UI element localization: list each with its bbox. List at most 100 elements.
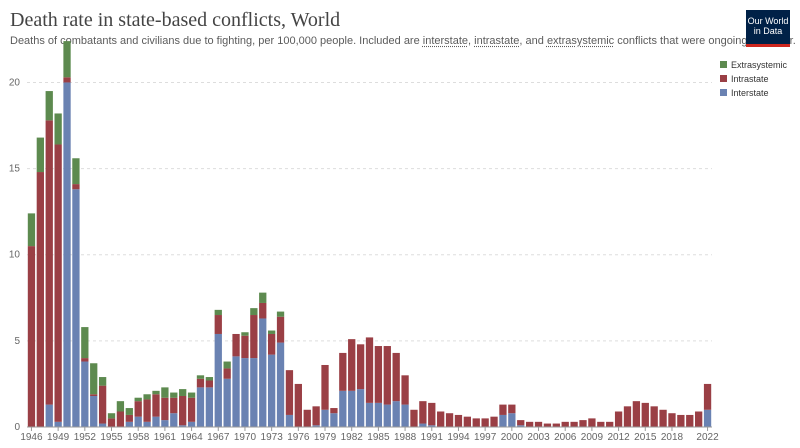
bar-segment-intrastate bbox=[187, 397, 196, 422]
bar-segment-intrastate bbox=[490, 416, 498, 427]
bar-segment-interstate bbox=[81, 361, 89, 427]
owid-logo[interactable]: Our World in Data bbox=[746, 10, 790, 47]
bar-segment-intrastate bbox=[703, 383, 712, 410]
legend-item-interstate[interactable]: Interstate bbox=[720, 86, 787, 99]
bar-segment-intrastate bbox=[54, 144, 62, 422]
chart-legend: Extrasystemic Intrastate Interstate bbox=[720, 58, 787, 100]
bar-segment-interstate bbox=[401, 404, 409, 427]
bar-segment-intrastate bbox=[445, 413, 454, 427]
bar-segment-intrastate bbox=[597, 421, 605, 427]
bar-segment-intrastate bbox=[419, 401, 427, 424]
x-tick-label: 1976 bbox=[287, 432, 310, 443]
bar-segment-extrasystemic bbox=[205, 377, 214, 381]
bar-segment-intrastate bbox=[525, 421, 534, 427]
x-tick-label: 2018 bbox=[661, 432, 684, 443]
bar-segment-interstate bbox=[356, 389, 365, 427]
bar-segment-interstate bbox=[161, 420, 169, 427]
bar-segment-intrastate bbox=[267, 333, 276, 355]
bar-segment-intrastate bbox=[63, 77, 71, 83]
bar-segment-intrastate bbox=[276, 316, 285, 343]
bar-segment-extrasystemic bbox=[54, 113, 62, 145]
bar-segment-intrastate bbox=[623, 406, 632, 427]
bar-segment-intrastate bbox=[410, 409, 418, 427]
bar-segment-extrasystemic bbox=[267, 330, 276, 334]
bar-segment-intrastate bbox=[428, 402, 436, 426]
y-tick-label: 20 bbox=[9, 77, 21, 88]
bar-segment-interstate bbox=[374, 402, 383, 427]
bar-segment-interstate bbox=[250, 358, 258, 427]
bar-segment-interstate bbox=[383, 404, 391, 427]
bar-segment-extrasystemic bbox=[223, 361, 231, 369]
bar-segment-interstate bbox=[241, 358, 249, 427]
bar-segment-intrastate bbox=[650, 406, 658, 427]
x-tick-label: 1955 bbox=[100, 432, 123, 443]
bar-segment-intrastate bbox=[392, 352, 400, 402]
bar-segment-intrastate bbox=[463, 416, 472, 427]
bar-segment-intrastate bbox=[606, 421, 614, 427]
bar-segment-intrastate bbox=[659, 409, 667, 427]
bar-segment-intrastate bbox=[125, 414, 133, 422]
bar-segment-interstate bbox=[259, 318, 267, 427]
bar-segment-interstate bbox=[285, 414, 294, 427]
legend-item-extrasystemic[interactable]: Extrasystemic bbox=[720, 58, 787, 71]
bar-segment-intrastate bbox=[134, 401, 142, 417]
bar-segment-intrastate bbox=[72, 184, 80, 190]
bar-segment-extrasystemic bbox=[90, 363, 98, 395]
x-tick-label: 1958 bbox=[127, 432, 150, 443]
bar-segment-intrastate bbox=[641, 402, 649, 427]
bar-segment-interstate bbox=[152, 416, 160, 427]
bar-segment-extrasystemic bbox=[187, 392, 196, 398]
bar-segment-intrastate bbox=[27, 246, 36, 427]
bar-segment-intrastate bbox=[241, 335, 249, 359]
bar-segment-interstate bbox=[205, 387, 214, 427]
bar-segment-intrastate bbox=[81, 358, 89, 362]
bar-segment-intrastate bbox=[143, 399, 151, 422]
bar-segment-interstate bbox=[703, 409, 712, 427]
bar-segment-intrastate bbox=[205, 380, 214, 388]
x-tick-label: 2009 bbox=[581, 432, 604, 443]
bar-segment-interstate bbox=[125, 421, 133, 427]
bar-segment-intrastate bbox=[614, 411, 623, 427]
legend-item-intrastate[interactable]: Intrastate bbox=[720, 72, 787, 85]
bar-segment-intrastate bbox=[259, 302, 267, 319]
x-tick-label: 2000 bbox=[501, 432, 524, 443]
bar-segment-interstate bbox=[499, 414, 507, 427]
legend-swatch bbox=[720, 89, 727, 96]
bar-segment-intrastate bbox=[348, 339, 356, 391]
x-tick-label: 1961 bbox=[154, 432, 177, 443]
bar-segment-intrastate bbox=[552, 423, 560, 427]
intrastate-link[interactable]: intrastate bbox=[474, 35, 520, 47]
bar-segment-extrasystemic bbox=[259, 292, 267, 303]
bar-segment-interstate bbox=[187, 421, 196, 427]
x-tick-label: 1988 bbox=[394, 432, 417, 443]
extrasystemic-link[interactable]: extrasystemic bbox=[546, 35, 615, 47]
interstate-link[interactable]: interstate bbox=[422, 35, 469, 47]
subtitle-text-1: Deaths of combatants and civilians due t… bbox=[10, 35, 423, 47]
bar-segment-extrasystemic bbox=[72, 158, 80, 185]
bar-segment-interstate bbox=[517, 425, 525, 427]
bar-segment-extrasystemic bbox=[45, 91, 53, 121]
bar-segment-intrastate bbox=[570, 421, 578, 427]
bar-segment-extrasystemic bbox=[196, 375, 205, 379]
bar-segment-intrastate bbox=[374, 346, 383, 403]
bar-segment-intrastate bbox=[312, 406, 320, 426]
bar-segment-intrastate bbox=[36, 172, 44, 427]
bar-segment-interstate bbox=[54, 421, 62, 427]
bar-segment-intrastate bbox=[579, 420, 587, 427]
bar-segment-extrasystemic bbox=[125, 408, 133, 415]
legend-label: Intrastate bbox=[731, 73, 769, 84]
x-tick-label: 1970 bbox=[234, 432, 257, 443]
legend-label: Extrasystemic bbox=[731, 59, 788, 70]
bar-segment-extrasystemic bbox=[143, 394, 151, 400]
bar-segment-interstate bbox=[196, 387, 205, 427]
bar-segment-interstate bbox=[392, 401, 400, 427]
bar-segment-interstate bbox=[330, 413, 338, 427]
bar-segment-intrastate bbox=[223, 368, 231, 379]
bar-segment-interstate bbox=[214, 333, 222, 427]
bar-segment-interstate bbox=[312, 425, 320, 427]
bar-segment-intrastate bbox=[321, 364, 329, 410]
bar-segment-intrastate bbox=[668, 413, 676, 427]
bar-segment-intrastate bbox=[170, 397, 178, 414]
bar-segment-intrastate bbox=[356, 344, 365, 390]
bar-segment-intrastate bbox=[107, 418, 116, 427]
